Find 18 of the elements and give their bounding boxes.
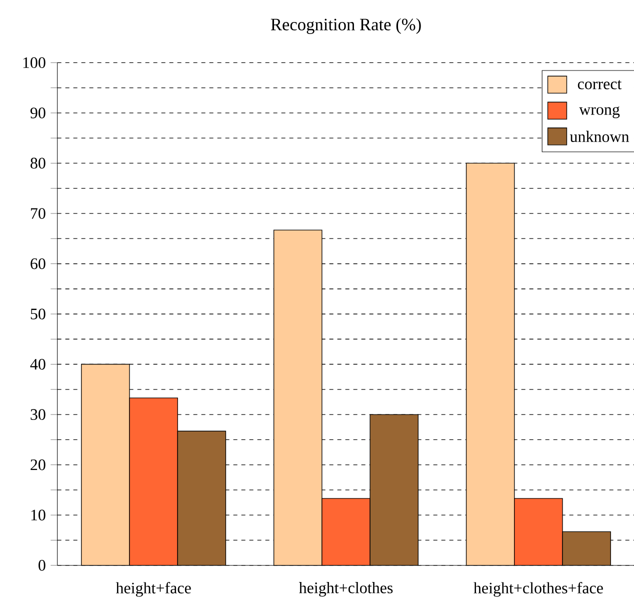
legend-label: correct <box>578 80 622 90</box>
y-tick-label: 10 <box>31 510 46 520</box>
y-tick-label: 70 <box>31 208 46 219</box>
y-tick-label: 30 <box>30 409 46 420</box>
y-tick-label: 0 <box>38 560 46 571</box>
y-tick-label: 90 <box>30 108 46 118</box>
y-tick-label: 50 <box>30 308 46 320</box>
y-tick-label: 20 <box>30 459 46 470</box>
chart-title: Recognition Rate (%) <box>270 18 421 34</box>
legend-label: unknown <box>570 130 630 142</box>
y-tick-label: 100 <box>23 57 46 68</box>
y-tick-label: 80 <box>30 158 46 169</box>
x-tick-label: height+face <box>116 582 191 597</box>
y-tick-label: 60 <box>30 258 46 270</box>
x-tick-label: height+clothes <box>298 582 393 597</box>
legend-label: wrong <box>579 106 620 118</box>
y-tick-label: 40 <box>30 358 46 370</box>
x-tick-label: height+clothes+face <box>474 582 603 597</box>
